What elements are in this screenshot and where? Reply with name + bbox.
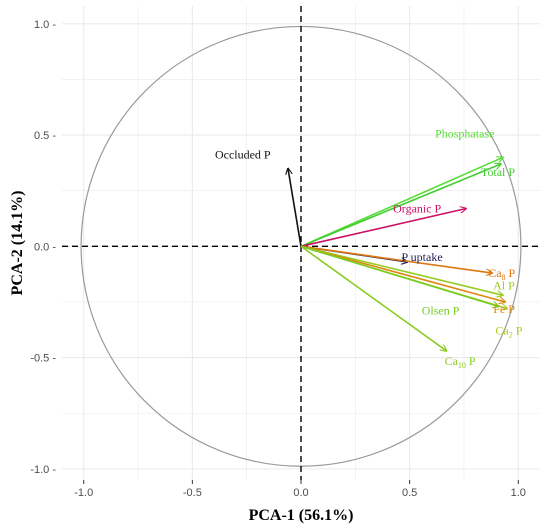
label-total-p: Total P (481, 165, 515, 179)
loading-vectors (288, 157, 507, 351)
x-tick-label: -1.0 (74, 487, 93, 499)
y-axis-title: PCA-2 (14.1%) (9, 191, 26, 296)
y-tick-label: 0.5 - (34, 130, 56, 142)
label-fe-p: Fe P (493, 302, 515, 316)
x-tick-label: 0.5 (402, 487, 417, 499)
x-tick-label: -0.5 (183, 487, 202, 499)
label-occluded-p: Occluded P (215, 147, 271, 161)
vector-al-p (300, 245, 503, 295)
label-ca8-p: Ca8 P (488, 266, 515, 282)
x-tick-label: 0.0 (293, 487, 308, 499)
vector-phosphatase (300, 157, 503, 248)
label-ca2-p: Ca2 P (495, 324, 522, 340)
axis-ticks: -1.0 -0.5 0.0 0.5 1.0 -1.0 - -0.5 - 0.0 - 0.5 - 1… (30, 19, 526, 499)
vector-organic-p (300, 209, 466, 248)
vector-labels: Phosphatase Total P Organic P Occluded P P u… (215, 126, 523, 370)
label-organic-p: Organic P (393, 202, 441, 216)
label-phosphatase: Phosphatase (435, 126, 494, 140)
label-p-uptake: P uptake (401, 250, 442, 264)
label-olsen-p: Olsen P (422, 303, 460, 317)
y-tick-label: -1.0 - (30, 464, 56, 476)
vector-total-p (300, 164, 501, 248)
y-tick-label: 0.0 - (34, 241, 56, 253)
vector-olsen-p (300, 245, 499, 306)
reference-lines (62, 6, 540, 480)
y-tick-label: 1.0 - (34, 19, 56, 31)
vector-occluded-p (288, 168, 302, 247)
label-ca10-p: Ca10 P (445, 354, 476, 370)
x-axis-title: PCA-1 (56.1%) (249, 507, 354, 524)
vector-ca10-p (300, 245, 447, 351)
vector-ca8-p (300, 245, 492, 273)
x-tick-label: 1.0 (511, 487, 526, 499)
label-al-p: Al P (493, 278, 515, 292)
vector-fe-p (300, 245, 505, 302)
y-tick-label: -0.5 - (30, 353, 56, 365)
